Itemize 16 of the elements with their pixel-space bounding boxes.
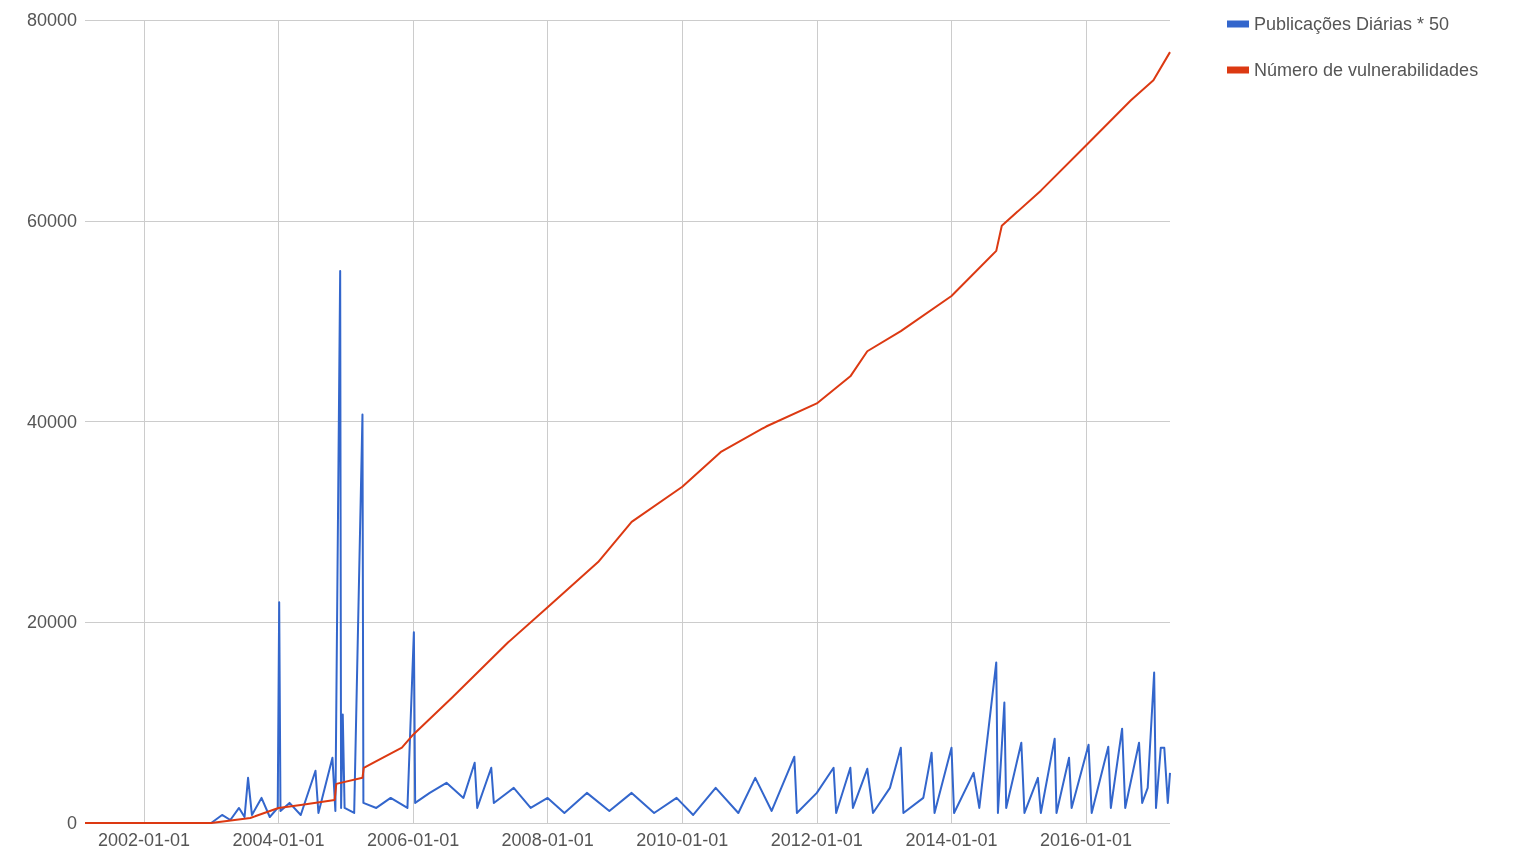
y-tick-label: 60000 [26,210,77,231]
x-tick-label: 2012-01-01 [770,830,863,850]
x-tick-label: 2016-01-01 [1039,830,1133,850]
line-series [84,51,1171,824]
x-tick-label: 2004-01-01 [232,830,325,850]
y-tick-label: 40000 [26,411,77,432]
x-tick-label: 2008-01-01 [501,830,594,850]
x-tick-label: 2002-01-01 [97,830,190,850]
x-tick-label: 2010-01-01 [636,830,729,850]
x-tick-label: 2014-01-01 [905,830,998,850]
y-tick-label: 80000 [26,10,77,30]
legend-label: Número de vulnerabilidades [1254,60,1479,80]
legend-label: Publicações Diárias * 50 [1254,14,1450,34]
x-tick-label: 2006-01-01 [367,830,460,850]
y-tick-label: 0 [66,813,77,833]
y-tick-label: 20000 [26,612,77,633]
